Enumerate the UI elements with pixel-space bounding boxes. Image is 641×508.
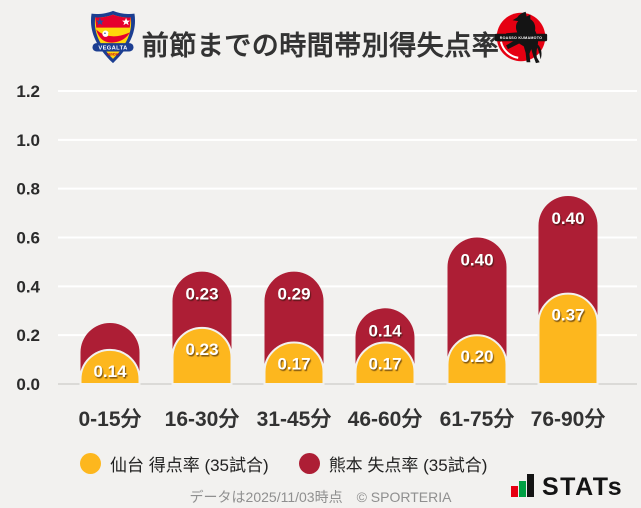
eagle-beak: [108, 32, 113, 36]
crest-top-band: [95, 14, 131, 28]
chart: 0.0 0.2 0.4 0.6 0.8 1.0 1.2 0.14 0-15分 0.23 0.23 16…: [16, 82, 637, 431]
data-as-of-text: データは2025/11/03時点: [189, 489, 343, 505]
x-tick-label: 76-90分: [531, 408, 606, 431]
legend-label: 熊本 失点率 (35試合): [328, 455, 488, 475]
bar-sendai-46-60分: [354, 341, 416, 385]
stats-bars-icon: [511, 474, 534, 497]
bar-sendai-61-75分: [446, 334, 508, 385]
stats-bar-black: [527, 474, 534, 497]
crest-swoosh: [499, 41, 519, 59]
eagle-eye: [104, 32, 106, 35]
y-tick-label: 0.8: [16, 180, 40, 199]
crest-sub-text: SENDAI: [107, 53, 119, 57]
x-tick-label: 61-75分: [440, 408, 515, 431]
stats-bar-red: [511, 486, 518, 497]
crest-banner-text: VEGALTA: [98, 46, 128, 52]
bar-label-sendai-16-30分: 0.23: [185, 340, 218, 359]
x-tick-label: 31-45分: [257, 408, 332, 431]
legend-label: 仙台 得点率 (35試合): [110, 455, 269, 475]
bar-sendai-31-45分: [263, 341, 325, 385]
bar-label-sendai-0-15分: 0.14: [93, 362, 127, 381]
horse-tail: [536, 44, 542, 60]
legend-dot-sendai: [80, 452, 101, 474]
bar-label-sendai-31-45分: 0.17: [277, 354, 310, 373]
legend-item-sendai: 仙台 得点率 (35試合): [80, 451, 269, 476]
x-tick-label: 0-15分: [78, 408, 141, 431]
bar-sendai-0-15分: [79, 348, 141, 385]
bar-label-kumamoto-76-90分: 0.40: [551, 209, 584, 228]
bar-sendai-16-30分: [171, 326, 233, 385]
bar-label-kumamoto-16-30分: 0.23: [185, 285, 218, 304]
legend-item-kumamoto: 熊本 失点率 (35試合): [298, 451, 488, 476]
stats-bar-green: [519, 481, 526, 497]
y-tick-label: 1.0: [16, 131, 40, 150]
crest-banner: [92, 43, 134, 52]
y-tick-label: 0.4: [16, 277, 40, 296]
bar-label-sendai-61-75分: 0.20: [460, 347, 493, 366]
crest-banner: [494, 33, 548, 42]
vegalta-sendai-logo: VEGALTA SENDAI: [90, 10, 136, 64]
bar-sendai-76-90分: [537, 292, 599, 385]
y-tick-label: 0.0: [16, 375, 40, 394]
bar-label-sendai-76-90分: 0.37: [551, 306, 584, 325]
bar-label-kumamoto-46-60分: 0.14: [368, 321, 402, 340]
y-tick-label: 1.2: [16, 82, 40, 101]
stats-logo: STATs: [511, 473, 624, 501]
copyright-text: © SPORTERIA: [356, 489, 452, 505]
x-tick-label: 16-30分: [165, 408, 240, 431]
roasso-kumamoto-logo: ROASSO KUMAMOTO: [494, 11, 548, 64]
page-title: 前節までの時間帯別得失点率: [141, 31, 500, 61]
star-left-icon: [96, 17, 104, 26]
legend: 仙台 得点率 (35試合) 熊本 失点率 (35試合): [80, 451, 487, 475]
crest-banner-text: ROASSO KUMAMOTO: [500, 36, 543, 40]
eagle-wing: [96, 29, 130, 43]
bar-label-kumamoto-31-45分: 0.29: [277, 285, 310, 304]
footer-note: データは2025/11/03時点 © SPORTERIA: [0, 487, 641, 507]
bar-label-sendai-46-60分: 0.17: [368, 354, 401, 373]
legend-dot-kumamoto: [298, 452, 320, 474]
star-right-icon: [122, 17, 130, 26]
y-tick-label: 0.2: [16, 326, 40, 345]
x-tick-label: 46-60分: [348, 408, 423, 431]
y-tick-label: 0.6: [16, 229, 40, 248]
bar-label-kumamoto-61-75分: 0.40: [460, 251, 493, 270]
stats-brand-text: STATs: [542, 473, 624, 501]
